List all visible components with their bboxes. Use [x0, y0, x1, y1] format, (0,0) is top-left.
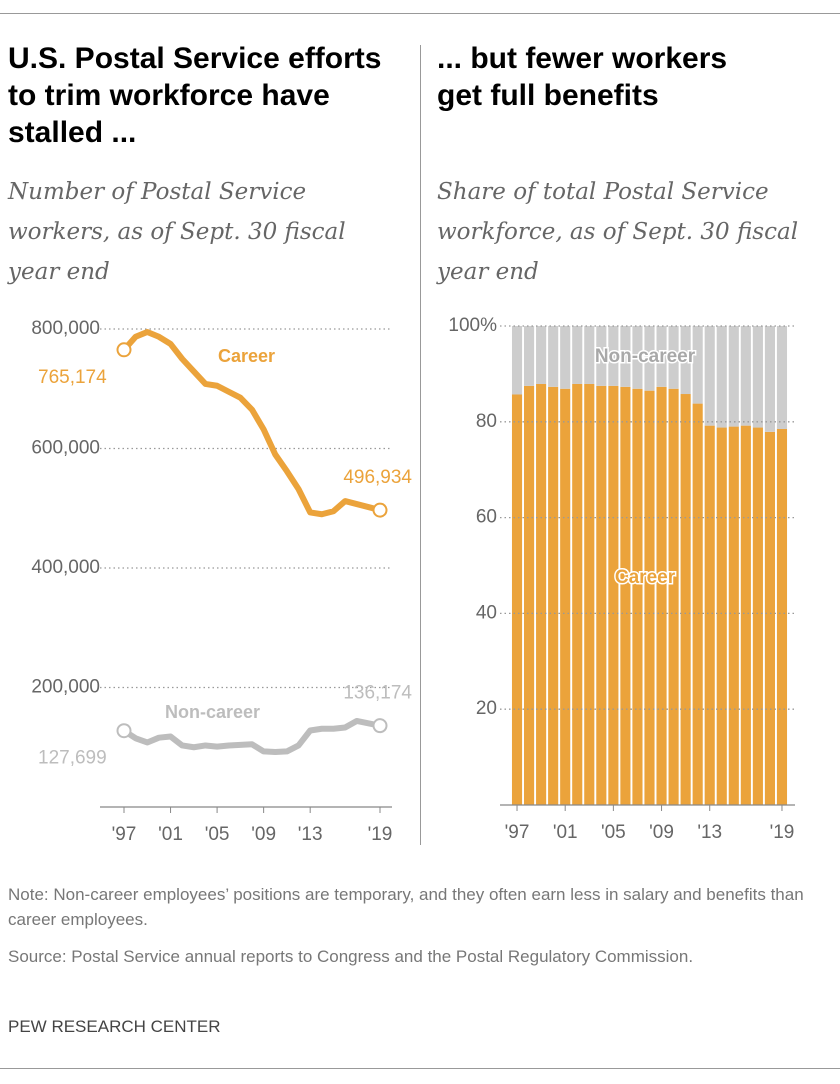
bar-segment [716, 427, 727, 805]
bar-segment [776, 428, 788, 805]
bar-segment [740, 326, 751, 426]
bar-segment [668, 326, 679, 389]
bar-segment [692, 403, 703, 805]
bar-segment [511, 326, 523, 395]
x-tick-label: '13 [298, 824, 323, 845]
y-tick-label: 100% [448, 315, 497, 336]
bar-segment [511, 394, 523, 805]
bar-segment [536, 383, 547, 805]
source: Source: Postal Service annual reports to… [8, 947, 694, 966]
divider [420, 45, 421, 845]
x-tick-label: '13 [697, 822, 722, 843]
x-tick-label: '09 [649, 822, 674, 843]
x-tick-label: '19 [770, 822, 795, 843]
bottom-rule [0, 1068, 840, 1069]
bar-segment [632, 326, 643, 389]
bar-segment [716, 326, 727, 428]
bar-segment [596, 326, 607, 386]
bar-segment [728, 426, 739, 805]
value-label: 136,174 [343, 683, 412, 704]
end-point [372, 718, 388, 734]
y-tick-label: 80 [476, 411, 497, 432]
bar-segment [752, 427, 763, 805]
bar-segment [596, 385, 607, 805]
bar-segment [692, 326, 703, 404]
series-label: Non-career [595, 346, 696, 367]
bar-segment [644, 390, 655, 805]
y-tick-label: 60 [476, 507, 497, 528]
bar-segment [752, 326, 763, 428]
y-tick-label: 600,000 [31, 438, 100, 459]
series-line [121, 328, 383, 518]
bar-segment [656, 326, 667, 387]
bar-segment [608, 326, 619, 386]
end-point [116, 723, 132, 739]
bar-segment [644, 326, 655, 391]
right-title: ... but fewer workers get full benefits [437, 42, 728, 112]
bar-segment [668, 388, 679, 805]
right-subtitle: Share of total Postal Service workforce,… [437, 179, 799, 285]
series-label: Non-career [165, 702, 260, 722]
x-tick-label: '05 [205, 824, 230, 845]
x-tick-label: '97 [505, 822, 530, 843]
bar-segment [572, 383, 583, 805]
credit: PEW RESEARCH CENTER [8, 1017, 221, 1036]
bar-segment [680, 394, 691, 805]
bar-segment [620, 326, 631, 387]
x-tick-label: '01 [553, 822, 578, 843]
bar-segment [740, 425, 751, 805]
end-point [372, 502, 388, 518]
x-tick-label: '97 [112, 824, 137, 845]
bar-segment [608, 385, 619, 805]
series-label: Career [615, 567, 676, 588]
bar-segment [656, 386, 667, 805]
y-tick-label: 40 [476, 602, 497, 623]
end-point [116, 342, 132, 358]
value-label: 127,699 [38, 748, 107, 769]
bar-segment [704, 326, 715, 426]
y-tick-label: 400,000 [31, 557, 100, 578]
note: Note: Non-career employees’ positions ar… [8, 885, 804, 929]
bar-segment [560, 388, 571, 805]
bar-segment [764, 431, 775, 805]
bar-segment [632, 388, 643, 805]
bar-segment [728, 326, 739, 427]
bar-segment [620, 386, 631, 805]
bar-segment [524, 326, 535, 386]
bar-segment [536, 326, 547, 384]
y-tick-label: 200,000 [31, 677, 100, 698]
series-line [121, 717, 383, 756]
bar-segment [548, 326, 559, 387]
series-label: Career [218, 346, 275, 366]
bar-segment [560, 326, 571, 389]
x-tick-label: '05 [601, 822, 626, 843]
value-label: 765,174 [38, 367, 107, 388]
left-subtitle: Number of Postal Service workers, as of … [8, 179, 346, 285]
top-rule [0, 13, 840, 14]
bar-segment [764, 326, 775, 432]
value-label: 496,934 [343, 467, 412, 488]
bar-segment [524, 385, 535, 805]
bar-segment [704, 425, 715, 805]
bar-segment [680, 326, 691, 395]
bar-segment [572, 326, 583, 384]
y-tick-label: 20 [476, 698, 497, 719]
left-title: U.S. Postal Service efforts to trim work… [8, 42, 382, 149]
x-tick-label: '09 [251, 824, 276, 845]
x-tick-label: '19 [368, 824, 393, 845]
bar-segment [584, 326, 595, 384]
y-tick-label: 800,000 [31, 318, 100, 339]
bar-segment [776, 326, 788, 429]
bar-segment [584, 383, 595, 805]
x-tick-label: '01 [158, 824, 183, 845]
bar-segment [548, 386, 559, 805]
